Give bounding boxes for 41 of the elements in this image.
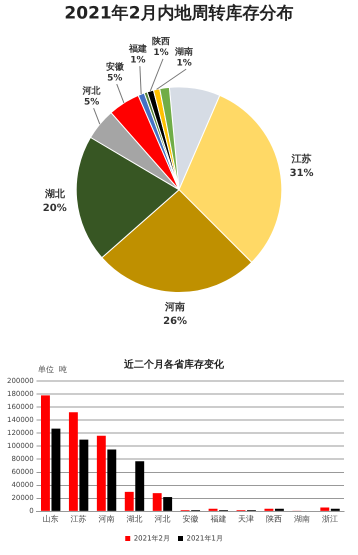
slice-label: 江苏	[290, 152, 312, 165]
slice-label: 河北	[82, 86, 102, 97]
x-tick-label: 河南	[98, 514, 115, 524]
bar	[41, 395, 50, 511]
slice-label: 陕西	[152, 36, 170, 48]
data-label: 20%	[42, 203, 67, 214]
data-label: 5%	[84, 98, 100, 108]
x-tick-label: 山东	[42, 514, 59, 524]
data-label: 1%	[153, 48, 169, 58]
data-label: 1%	[130, 55, 146, 66]
x-tick-label: 江苏	[70, 514, 87, 524]
data-label: 31%	[290, 168, 314, 179]
slice-label: 河南	[164, 301, 186, 314]
bar	[79, 440, 88, 511]
data-label: 1%	[176, 58, 192, 68]
x-tick-label: 湖北	[126, 514, 142, 524]
bar	[96, 436, 106, 511]
slice-label: 湖北	[44, 188, 66, 200]
bar	[68, 412, 78, 511]
bar	[152, 493, 162, 511]
data-label: 26%	[163, 316, 188, 328]
slice-label: 福建	[128, 43, 147, 54]
x-tick-label: 福建	[210, 514, 226, 524]
x-tick-label: 浙江	[322, 514, 338, 524]
slice-label: 安徽	[106, 61, 125, 72]
bar	[135, 461, 144, 511]
x-tick-label: 河北	[154, 514, 170, 524]
x-tick-label: 湖南	[294, 514, 310, 524]
bar	[163, 497, 172, 511]
text: 单位 吨	[38, 365, 68, 374]
x-tick-label: 陕西	[266, 514, 282, 524]
chart-title: 近二个月各省库存变化	[123, 358, 225, 371]
slice-label: 湖南	[174, 46, 194, 58]
chart-title: 2021年2月内地周转库存分布	[64, 4, 294, 24]
bar	[107, 449, 116, 511]
x-tick-label: 安徽	[182, 514, 198, 524]
bar	[51, 428, 60, 511]
data-label: 5%	[107, 73, 122, 84]
x-tick-label: 天津	[238, 514, 254, 524]
bar	[320, 507, 330, 511]
bar	[124, 492, 134, 511]
